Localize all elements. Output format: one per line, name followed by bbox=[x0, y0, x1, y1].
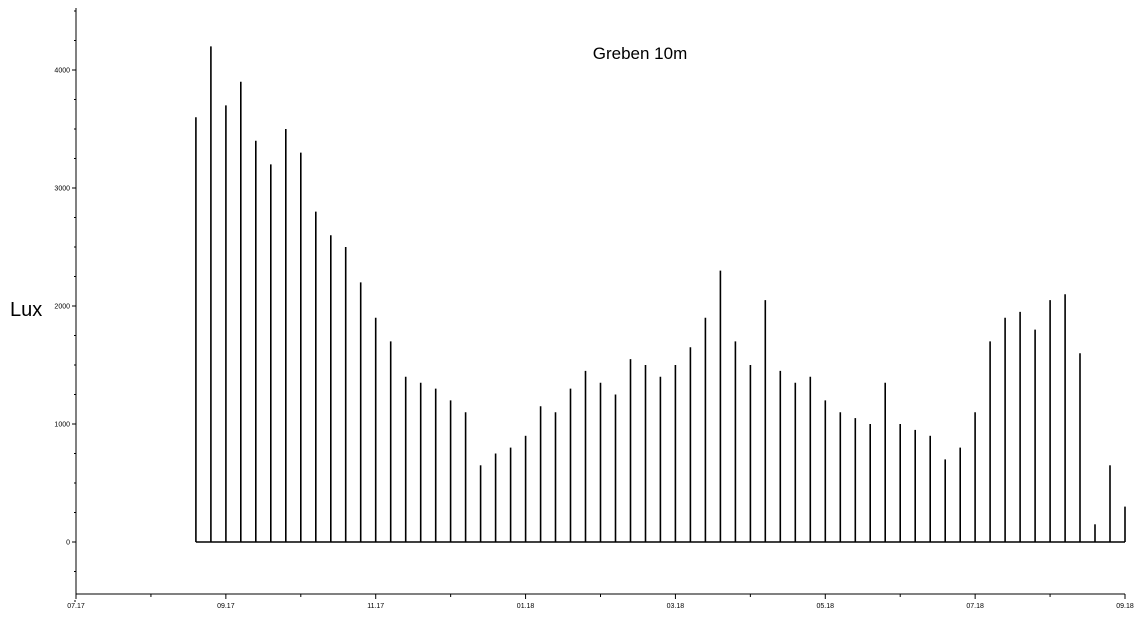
x-tick-label: 03.18 bbox=[667, 603, 685, 610]
y-tick-label: 2000 bbox=[54, 304, 70, 311]
chart-title: Greben 10m bbox=[593, 44, 688, 63]
y-tick-label: 4000 bbox=[54, 68, 70, 75]
y-axis-label: Lux bbox=[10, 299, 42, 321]
x-tick-label: 07.17 bbox=[67, 603, 85, 610]
x-tick-label: 11.17 bbox=[367, 603, 384, 610]
x-tick-label: 09.17 bbox=[217, 603, 235, 610]
y-ticks: 0 1000 2000 3000 4000 bbox=[54, 10, 76, 602]
y-tick-label: 1000 bbox=[54, 422, 70, 429]
x-tick-label: 07.18 bbox=[966, 603, 984, 610]
x-tick-label: 01.18 bbox=[517, 603, 535, 610]
y-tick-label: 0 bbox=[66, 540, 70, 547]
y-tick-label: 3000 bbox=[54, 186, 70, 193]
bars bbox=[195, 46, 1126, 543]
x-tick-label: 09.18 bbox=[1116, 603, 1134, 610]
x-ticks: 07.17 09.17 11.17 01.18 03.18 05.18 07.18 09.18 bbox=[67, 594, 1134, 610]
x-tick-label: 05.18 bbox=[817, 603, 835, 610]
